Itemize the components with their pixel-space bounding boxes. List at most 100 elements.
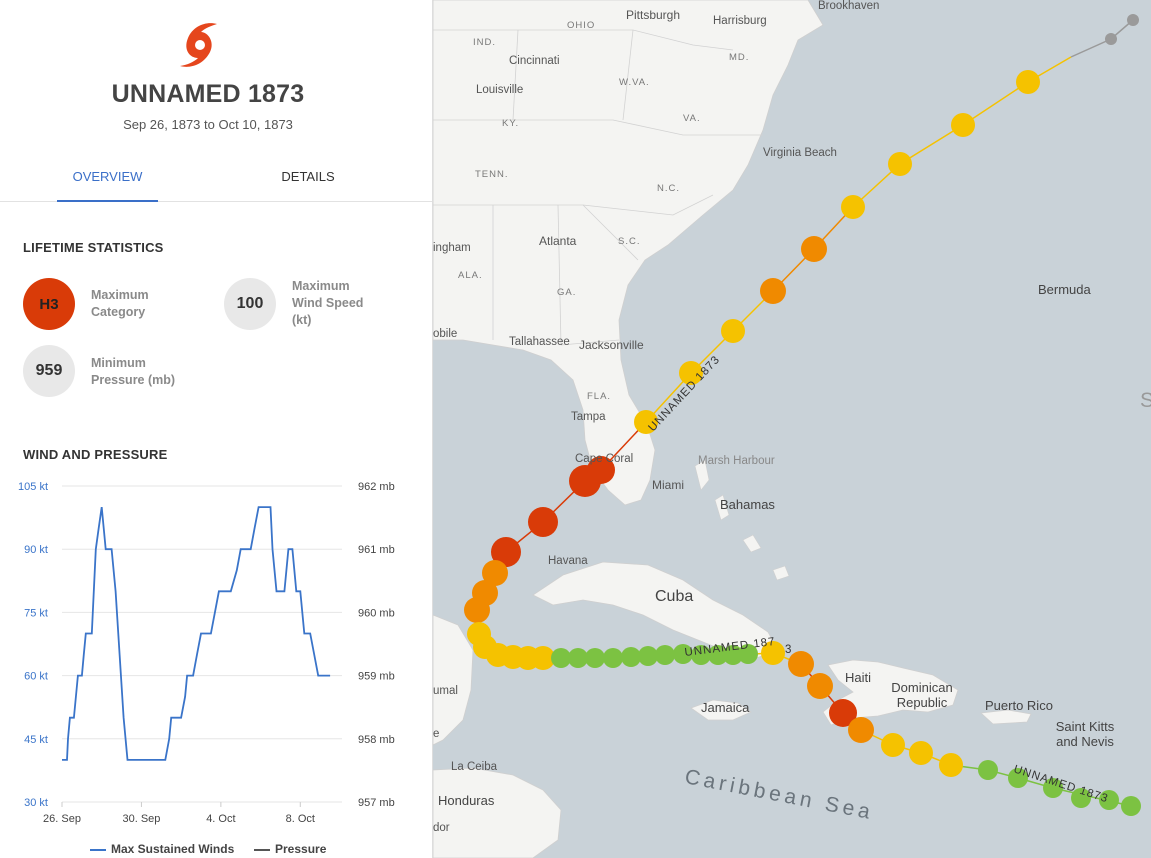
bahamas-land (694, 459, 790, 581)
tab-overview[interactable]: OVERVIEW (57, 160, 158, 202)
y-left-tick-label: 75 kt (24, 607, 48, 619)
y-left-tick-label: 60 kt (24, 671, 48, 683)
map-view[interactable]: UNNAMED 1873 UNNAMED 187 3 UNNAMED 1873 … (433, 0, 1151, 858)
track-point-h1[interactable] (634, 410, 658, 434)
track-point-h1[interactable] (909, 741, 933, 765)
label-miami: Miami (652, 478, 684, 492)
central-america-land (433, 614, 562, 858)
legend-pressure-swatch (254, 848, 270, 851)
track-point-h3[interactable] (829, 699, 857, 727)
track-point-h1[interactable] (721, 319, 745, 343)
track-point-ts[interactable] (585, 648, 605, 668)
track-point-h2[interactable] (788, 651, 814, 677)
max-wind-badge: 100 (224, 278, 276, 330)
track-point-h3[interactable] (528, 507, 558, 537)
puerto-rico-land (980, 709, 1032, 725)
track-point-h1[interactable] (1016, 70, 1040, 94)
wind-pressure-chart[interactable]: 105 kt 962 mb 90 kt 961 mb 75 kt 960 mb 60 kt 9… (0, 470, 433, 858)
min-pressure-badge: 959 (23, 345, 75, 397)
track-point-ts[interactable] (1099, 790, 1119, 810)
label-havana: Havana (548, 555, 588, 567)
track-point-ts[interactable] (708, 645, 728, 665)
country-haiti: Haiti (845, 670, 872, 685)
track-point-ts[interactable] (1121, 796, 1141, 816)
track-point-ext[interactable] (1127, 14, 1139, 26)
label-cincinnati: Cincinnati (509, 55, 560, 67)
legend-pressure-label: Pressure (275, 842, 327, 856)
track-point-h2[interactable] (464, 597, 490, 623)
max-category-label: Maximum Category (91, 288, 149, 319)
track-point-ts[interactable] (1043, 778, 1063, 798)
track-point-h3[interactable] (587, 456, 615, 484)
label-tampa: Tampa (571, 411, 606, 423)
tab-bar: OVERVIEW DETAILS (0, 160, 432, 202)
max-wind-label: Maximum Wind Speed (kt) (292, 279, 364, 327)
map-canvas[interactable]: UNNAMED 1873 UNNAMED 187 3 UNNAMED 1873 (433, 0, 1151, 858)
track-point-h2[interactable] (760, 278, 786, 304)
state-ind: IND. (473, 37, 496, 48)
track-point-h1[interactable] (888, 152, 912, 176)
track-point-h2[interactable] (482, 560, 508, 586)
track-point-ts[interactable] (1071, 788, 1091, 808)
track-point-ts[interactable] (621, 647, 641, 667)
country-jamaica: Jamaica (701, 700, 750, 715)
track-point-h1[interactable] (679, 361, 703, 385)
track-point-ts[interactable] (655, 645, 675, 665)
track-point-ts[interactable] (978, 760, 998, 780)
track-point-h2[interactable] (801, 236, 827, 262)
wind-series-line (62, 506, 331, 761)
track-point-h1[interactable] (841, 195, 865, 219)
track-point-h3[interactable] (491, 537, 521, 567)
track-point-h1[interactable] (951, 113, 975, 137)
track-point-h1[interactable] (881, 733, 905, 757)
label-dor: dor (433, 822, 450, 834)
track-point-ts[interactable] (603, 648, 623, 668)
x-tick-label: 4. Oct (206, 813, 235, 825)
legend-pressure[interactable]: Pressure (254, 842, 326, 856)
country-s: S (1140, 389, 1151, 412)
label-e: e (433, 728, 440, 740)
track-point-ts[interactable] (738, 644, 758, 664)
country-puerto-rico: Puerto Rico (985, 698, 1053, 713)
y-left-tick-label: 30 kt (24, 797, 48, 809)
y-left-tick-label: 105 kt (18, 481, 48, 493)
wind-pressure-heading: WIND AND PRESSURE (23, 447, 168, 462)
label-virginia-beach: Virginia Beach (763, 147, 837, 159)
track-point-ext[interactable] (1105, 33, 1117, 45)
track-point-h2[interactable] (807, 673, 833, 699)
label-pittsburgh: Pittsburgh (626, 8, 681, 22)
state-ga: GA. (557, 287, 577, 298)
label-atlanta: Atlanta (539, 234, 577, 248)
storm-track-points[interactable] (464, 14, 1141, 816)
tab-details[interactable]: DETAILS (281, 169, 335, 184)
y-right-tick-label: 961 mb (358, 544, 395, 556)
state-tenn: TENN. (475, 169, 509, 180)
track-point-ts[interactable] (691, 645, 711, 665)
country-cuba: Cuba (655, 588, 694, 605)
label-obile: obile (433, 328, 458, 340)
state-wva: W.VA. (619, 77, 650, 88)
track-point-h2[interactable] (848, 717, 874, 743)
track-point-ts[interactable] (723, 645, 743, 665)
state-ky: KY. (502, 118, 520, 129)
legend-wind-swatch (90, 848, 106, 851)
hispaniola-land (822, 659, 959, 726)
state-borders (433, 29, 763, 346)
legend-wind-label: Max Sustained Winds (111, 842, 235, 856)
legend-wind[interactable]: Max Sustained Winds (90, 842, 234, 856)
y-left-tick-label: 90 kt (24, 544, 48, 556)
track-point-h1[interactable] (531, 646, 555, 670)
track-point-ts[interactable] (638, 646, 658, 666)
y-left-tick-label: 45 kt (24, 734, 48, 746)
track-point-h1[interactable] (761, 641, 785, 665)
y-right-tick-label: 957 mb (358, 797, 395, 809)
track-point-h1[interactable] (939, 753, 963, 777)
y-right-tick-label: 962 mb (358, 481, 395, 493)
track-point-ts[interactable] (568, 648, 588, 668)
y-right-tick-label: 960 mb (358, 607, 395, 619)
track-point-ts[interactable] (1008, 768, 1028, 788)
track-point-ts[interactable] (551, 648, 571, 668)
label-ingham: ingham (433, 242, 471, 254)
country-saint-kitts: Saint Kitts and Nevis (1055, 719, 1115, 749)
track-point-ts[interactable] (673, 644, 693, 664)
